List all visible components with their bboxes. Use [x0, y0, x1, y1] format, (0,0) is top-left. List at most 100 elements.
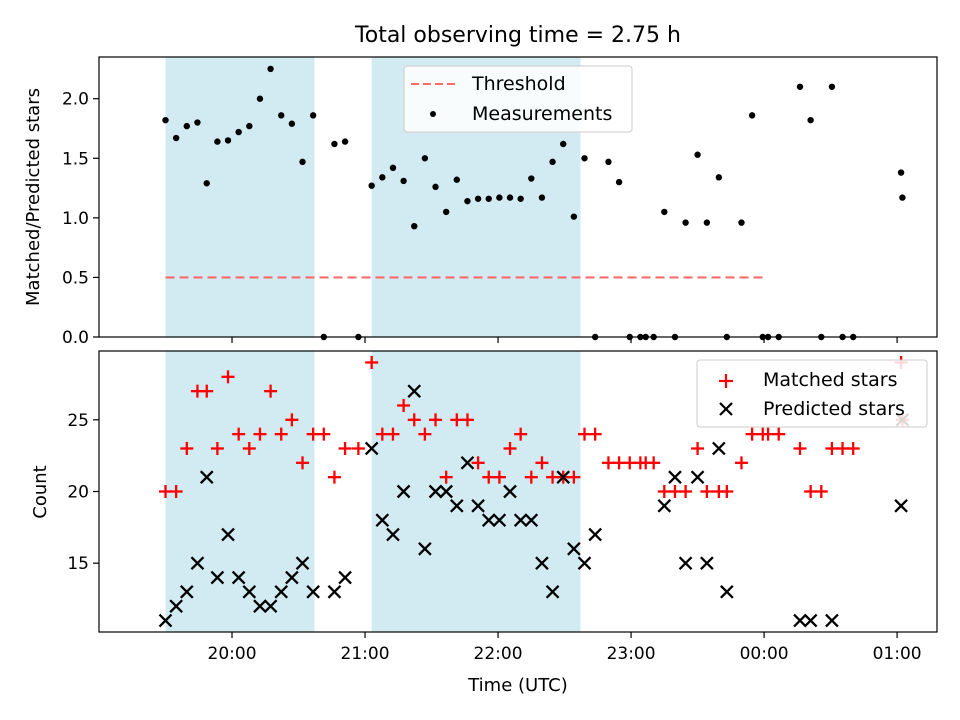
predicted-stars-point: [712, 441, 726, 456]
shaded-interval-1: [165, 57, 315, 337]
predicted-stars-point: [396, 484, 411, 499]
ratio-panel-y-axis-label: Matched/Predicted stars: [23, 88, 44, 306]
measurements-point: [828, 83, 836, 90]
matched-stars-point: [679, 485, 693, 498]
matched-stars-point: [317, 427, 331, 441]
matched-stars-point: [734, 456, 748, 470]
measurements-point: [517, 195, 524, 202]
shaded-interval-2: [371, 351, 581, 632]
measurements-point: [703, 219, 711, 226]
predicted-stars-point: [668, 470, 682, 484]
measurements-point: [682, 219, 689, 226]
predicted-stars-legend-label: Predicted stars: [763, 398, 905, 420]
measurements-point: [528, 175, 535, 182]
measurements-point: [246, 122, 253, 130]
measurements-point: [194, 119, 201, 126]
count-panel-y-axis-label: Count: [30, 465, 51, 518]
predicted-stars-point: [418, 542, 432, 556]
matched-stars-point: [535, 456, 549, 470]
predicted-stars-point: [338, 570, 352, 585]
matched-stars-point: [492, 470, 506, 484]
x-tick-label: 22:00: [474, 644, 523, 664]
measurements-point: [183, 122, 190, 130]
measurements-point: [331, 140, 338, 148]
y-tick-label: 2.0: [62, 90, 89, 110]
measurements-point: [172, 134, 180, 142]
measurements-point: [267, 65, 274, 73]
x-tick-label: 20:00: [208, 644, 257, 664]
measurements-point: [661, 208, 668, 216]
predicted-stars-point: [295, 556, 310, 570]
predicted-stars-point: [577, 556, 592, 570]
predicted-stars-point: [407, 384, 422, 398]
predicted-stars-point: [690, 470, 705, 484]
shaded-interval-1: [165, 351, 315, 632]
matched-stars-point: [503, 441, 517, 455]
y-tick-label: 0.5: [62, 268, 89, 288]
matched-stars-point: [327, 470, 341, 484]
y-tick-label: 25: [67, 411, 89, 431]
predicted-stars-point: [386, 527, 400, 542]
measurements-point: [453, 176, 461, 183]
predicted-stars-point: [720, 585, 734, 599]
matched-stars-point: [397, 398, 411, 412]
matched-stars-legend-swatch: [719, 374, 733, 388]
matched-stars-point: [242, 441, 256, 455]
measurements-point: [368, 182, 375, 189]
measurements-point: [341, 138, 349, 145]
ratio-panel-frame: [98, 56, 938, 338]
predicted-stars-point: [364, 441, 379, 456]
matched-stars-point: [169, 485, 183, 498]
measurements-point: [432, 183, 439, 191]
y-tick-label: 15: [67, 554, 89, 574]
measurements-point: [411, 222, 418, 230]
measurements-point: [464, 197, 471, 205]
threshold-legend-label: Threshold: [471, 73, 566, 95]
predicted-stars-point: [481, 513, 496, 527]
predicted-stars-point: [503, 484, 517, 499]
predicted-stars-point: [657, 499, 672, 513]
measurements-point: [496, 194, 503, 201]
matched-stars-point: [439, 470, 453, 484]
predicted-stars-point: [535, 556, 549, 570]
predicted-stars-point: [439, 484, 453, 499]
measurements-point: [474, 195, 482, 202]
measurements-point: [162, 116, 169, 124]
predicted-stars-point: [803, 613, 818, 628]
measurements-point: [615, 178, 623, 186]
measurements-point: [224, 137, 232, 144]
matched-stars-point: [418, 427, 432, 441]
measurements-point: [421, 155, 429, 162]
matched-stars-point: [700, 485, 714, 498]
predicted-stars-point: [556, 470, 571, 484]
predicted-stars-point: [253, 599, 267, 614]
y-tick-label: 20: [67, 483, 89, 503]
measurements-point: [278, 112, 285, 119]
predicted-stars-point: [428, 484, 443, 499]
matched-stars-legend-label: Matched stars: [763, 369, 897, 391]
measurements-point: [203, 180, 210, 187]
x-tick-label: 23:00: [607, 644, 656, 664]
predicted-stars-legend-swatch: [719, 402, 733, 416]
ratio-panel-legend: Threshold Measurements: [403, 65, 633, 133]
matched-stars-point: [221, 370, 235, 384]
matched-stars-point: [338, 441, 352, 455]
count-panel-data-marks: [158, 355, 910, 628]
measurements-point: [796, 83, 804, 90]
predicted-stars-point: [492, 513, 507, 527]
predicted-stars-point: [825, 613, 839, 628]
matched-stars-point: [647, 456, 661, 470]
matched-stars-point: [772, 427, 786, 441]
matched-stars-point: [407, 413, 421, 427]
matched-stars-point: [253, 427, 267, 441]
ratio-panel: 0.0 0.5 1.0 1.5 2.0 Total observing time = 2…: [23, 23, 938, 348]
matched-stars-point: [460, 413, 474, 427]
measurements-point: [694, 151, 701, 158]
measurements-legend-swatch: [430, 111, 436, 117]
matched-stars-point: [386, 427, 400, 441]
predicted-stars-point: [449, 499, 464, 513]
matched-stars-point: [200, 384, 214, 398]
matched-stars-point: [210, 441, 224, 455]
matched-stars-point: [846, 441, 860, 455]
measurements-point: [485, 195, 492, 202]
